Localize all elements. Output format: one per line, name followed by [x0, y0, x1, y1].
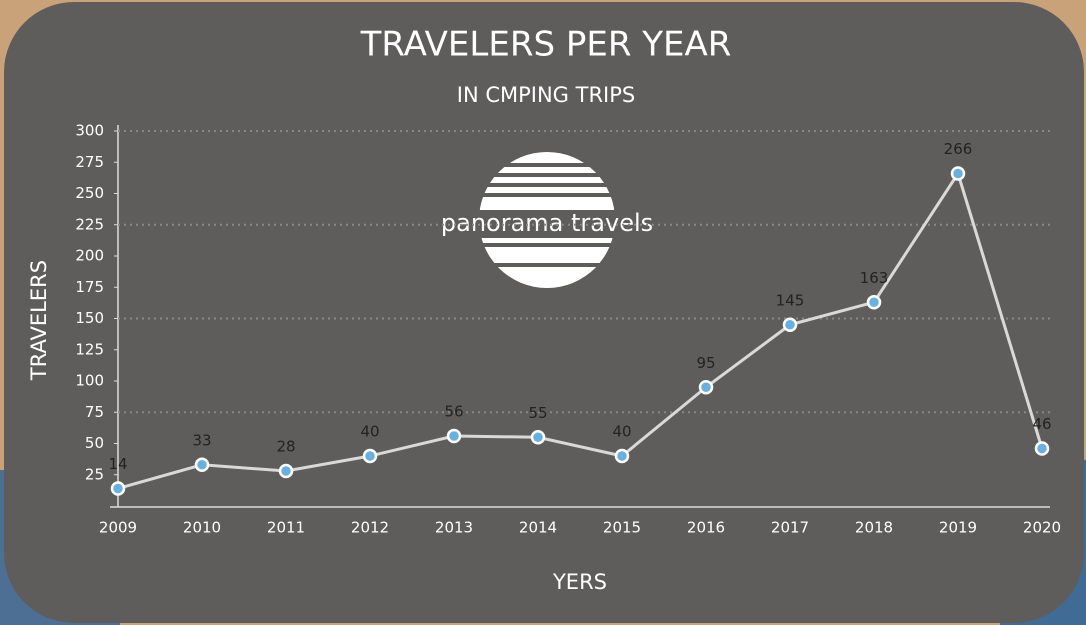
logo-text: panorama travels — [441, 209, 653, 237]
x-tick-label: 2010 — [183, 519, 221, 537]
point — [362, 448, 378, 464]
y-tick-label: 50 — [85, 434, 104, 452]
data-label: 40 — [360, 423, 379, 441]
x-tick-label: 2018 — [855, 519, 893, 537]
point — [194, 457, 210, 472]
x-tick-label: 2014 — [519, 519, 557, 537]
point — [530, 430, 546, 445]
data-label: 266 — [944, 140, 973, 158]
y-tick-label: 225 — [75, 215, 104, 233]
x-tick-label: 2017 — [771, 519, 809, 537]
data-label: 33 — [192, 431, 211, 449]
point — [614, 448, 630, 464]
data-label: 40 — [612, 423, 631, 441]
logo: panorama travels — [437, 152, 657, 288]
point — [278, 463, 294, 479]
x-axis-label: YERS — [552, 570, 607, 594]
data-label: 14 — [108, 455, 127, 473]
point — [110, 481, 126, 496]
y-tick-label: 275 — [75, 153, 104, 171]
point — [950, 166, 966, 181]
point — [1034, 441, 1050, 456]
x-tick-label: 2013 — [435, 519, 473, 537]
point — [446, 428, 462, 444]
x-tick-label: 2012 — [351, 519, 389, 537]
y-tick-label: 25 — [85, 465, 104, 483]
x-tick-label: 2009 — [99, 519, 137, 537]
y-tick-label: 200 — [75, 247, 104, 265]
data-label: 55 — [528, 404, 547, 422]
y-tick-label: 75 — [85, 403, 104, 421]
data-label: 95 — [696, 354, 715, 372]
chart-subtitle: IN CMPING TRIPS — [457, 83, 635, 107]
x-tick-label: 2019 — [939, 519, 977, 537]
chart-title: TRAVELERS PER YEAR — [360, 25, 732, 65]
data-label: 28 — [276, 438, 295, 456]
point — [698, 380, 714, 395]
x-tick-label: 2015 — [603, 519, 641, 537]
y-tick-label: 100 — [75, 372, 104, 390]
data-label: 46 — [1032, 415, 1051, 433]
y-tick-label: 125 — [75, 340, 104, 358]
data-label: 145 — [776, 291, 805, 309]
y-axis-label: TRAVELERS — [27, 260, 51, 381]
series-line — [117, 169, 1044, 490]
data-label: 56 — [444, 403, 463, 421]
y-tick-label: 175 — [75, 278, 104, 296]
y-tick-label: 250 — [75, 184, 104, 202]
y-tick-label: 300 — [75, 122, 104, 140]
x-tick-label: 2011 — [267, 519, 305, 537]
point — [782, 317, 798, 332]
panel — [4, 2, 1084, 623]
x-tick-label: 2020 — [1023, 519, 1061, 537]
point — [866, 295, 882, 310]
data-label: 163 — [860, 269, 889, 287]
x-tick-label: 2016 — [687, 519, 725, 537]
y-tick-label: 150 — [75, 309, 104, 327]
logo-stripes — [470, 163, 625, 267]
